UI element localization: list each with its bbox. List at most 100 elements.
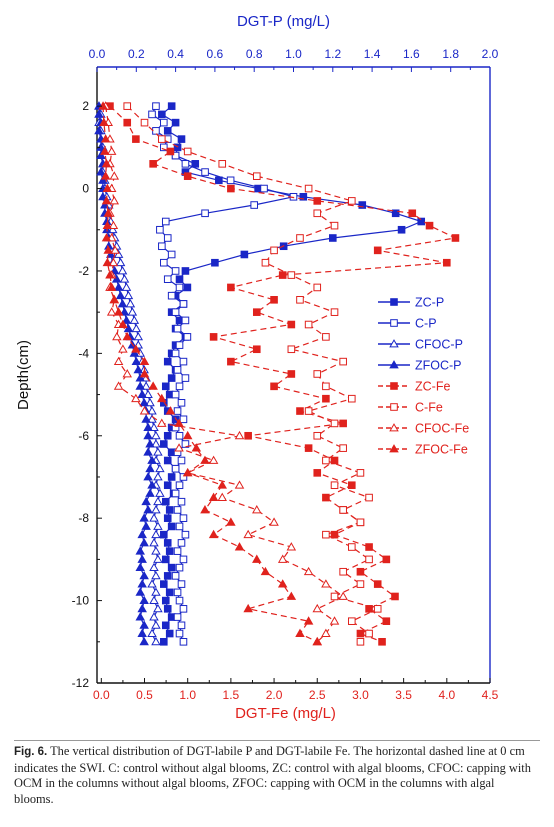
data-point-c-p bbox=[173, 366, 182, 374]
top-tick-label: 1.4 bbox=[364, 47, 381, 61]
data-point-cfoc-p bbox=[151, 570, 161, 580]
data-point-zfoc-fe bbox=[208, 492, 219, 502]
data-point-zfoc-fe bbox=[277, 579, 288, 588]
data-point-c-p bbox=[177, 399, 186, 407]
data-point-c-fe bbox=[304, 184, 313, 193]
caption-divider bbox=[14, 740, 540, 741]
legend-item-c-fe: C-Fe bbox=[378, 401, 443, 415]
data-point-cfoc-fe bbox=[109, 171, 120, 180]
data-point-zc-p bbox=[167, 102, 176, 110]
data-point-zc-fe bbox=[330, 530, 339, 539]
data-point-cfoc-p bbox=[151, 439, 161, 448]
top-tick-label: 0.8 bbox=[246, 47, 263, 61]
legend-label: CFOC-P bbox=[415, 338, 463, 352]
left-tick-label: -6 bbox=[78, 429, 89, 443]
bottom-tick-label: 0.5 bbox=[136, 688, 153, 702]
data-point-zfoc-p bbox=[147, 455, 157, 464]
data-point-c-p bbox=[179, 357, 188, 366]
left-axis-title: Depth(cm) bbox=[15, 340, 32, 410]
data-point-c-fe bbox=[356, 518, 365, 527]
data-point-zfoc-p bbox=[139, 513, 149, 522]
data-point-zfoc-p bbox=[139, 595, 149, 605]
data-point-cfoc-p bbox=[121, 282, 132, 291]
data-point-c-p bbox=[160, 118, 168, 127]
data-point-cfoc-p bbox=[151, 529, 161, 539]
data-point-cfoc-p bbox=[153, 447, 163, 456]
data-point-cfoc-fe bbox=[208, 455, 219, 464]
data-point-c-p bbox=[201, 168, 209, 176]
data-point-c-fe bbox=[330, 419, 339, 428]
data-point-cfoc-p bbox=[149, 422, 159, 431]
legend-label: C-Fe bbox=[415, 401, 443, 415]
data-point-c-fe bbox=[313, 370, 322, 378]
data-point-c-fe bbox=[322, 333, 330, 341]
data-point-zfoc-p bbox=[139, 636, 149, 646]
data-point-zfoc-p bbox=[143, 422, 153, 431]
data-point-zfoc-p bbox=[135, 381, 145, 390]
data-point-zfoc-p bbox=[145, 439, 155, 448]
data-point-zfoc-p bbox=[121, 315, 132, 324]
data-point-c-p bbox=[160, 143, 168, 152]
data-point-zc-p bbox=[191, 160, 200, 168]
data-point-zc-p bbox=[160, 637, 168, 646]
bottom-axis-title: DGT-Fe (mg/L) bbox=[235, 705, 336, 722]
data-point-zc-fe bbox=[356, 567, 365, 576]
data-point-zc-fe bbox=[339, 419, 347, 428]
data-point-zfoc-fe bbox=[139, 356, 150, 366]
data-point-zc-p bbox=[163, 514, 172, 522]
legend-label: C-P bbox=[415, 317, 437, 331]
left-tick-label: -10 bbox=[72, 594, 90, 608]
data-point-zfoc-fe bbox=[286, 591, 297, 600]
data-point-zc-p bbox=[158, 110, 166, 119]
series-c-p bbox=[148, 102, 298, 646]
data-point-zc-fe bbox=[313, 197, 322, 205]
data-point-cfoc-fe bbox=[174, 443, 184, 452]
data-point-zc-p bbox=[160, 580, 168, 588]
data-point-cfoc-p bbox=[149, 537, 159, 547]
data-point-zc-fe bbox=[270, 382, 278, 391]
data-point-c-fe bbox=[348, 394, 356, 403]
data-point-c-p bbox=[167, 250, 176, 259]
data-point-cfoc-p bbox=[155, 463, 165, 473]
data-point-cfoc-fe bbox=[157, 418, 167, 427]
top-tick-label: 0.0 bbox=[89, 47, 106, 61]
data-point-zfoc-fe bbox=[303, 616, 314, 625]
data-point-c-p bbox=[179, 605, 188, 613]
data-point-zfoc-fe bbox=[101, 196, 112, 205]
data-point-cfoc-fe bbox=[329, 616, 340, 625]
data-point-zfoc-fe bbox=[100, 134, 111, 143]
data-point-zc-p bbox=[417, 217, 426, 226]
data-point-zfoc-fe bbox=[208, 529, 219, 539]
data-point-cfoc-p bbox=[153, 521, 163, 530]
data-point-zfoc-p bbox=[96, 150, 106, 160]
data-point-c-p bbox=[179, 473, 188, 481]
data-point-zfoc-p bbox=[147, 480, 157, 489]
data-point-zc-p bbox=[215, 176, 223, 185]
data-point-c-fe bbox=[157, 135, 166, 143]
data-point-zfoc-fe bbox=[109, 294, 120, 304]
data-point-c-p bbox=[260, 184, 268, 193]
data-point-c-p bbox=[171, 308, 180, 316]
data-point-c-p bbox=[175, 563, 184, 572]
data-point-cfoc-fe bbox=[113, 356, 124, 366]
data-point-zc-p bbox=[165, 629, 174, 638]
data-point-c-p bbox=[173, 547, 182, 555]
data-point-zfoc-fe bbox=[295, 628, 305, 637]
data-point-zc-fe bbox=[166, 147, 175, 156]
data-point-zfoc-p bbox=[119, 307, 130, 316]
data-point-zfoc-fe bbox=[102, 257, 113, 267]
left-tick-label: -4 bbox=[78, 346, 89, 360]
data-point-zfoc-fe bbox=[234, 542, 245, 551]
data-point-zfoc-fe bbox=[102, 220, 113, 230]
data-point-zfoc-p bbox=[115, 290, 126, 300]
data-point-zc-fe bbox=[227, 357, 235, 366]
data-point-c-p bbox=[177, 621, 186, 630]
data-point-c-fe bbox=[313, 283, 322, 292]
data-point-zc-p bbox=[161, 555, 170, 564]
data-point-c-p bbox=[161, 217, 170, 226]
legend-item-c-p: C-P bbox=[378, 317, 437, 331]
data-point-zc-p bbox=[163, 431, 172, 440]
data-point-zfoc-p bbox=[141, 521, 151, 530]
data-point-zc-fe bbox=[287, 370, 296, 378]
data-point-cfoc-fe bbox=[312, 603, 323, 613]
